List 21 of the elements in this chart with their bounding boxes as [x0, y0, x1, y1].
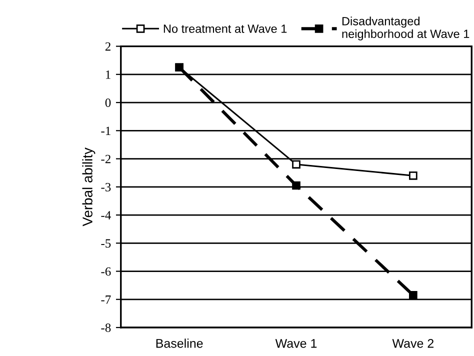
y-tick-label: 2 [105, 42, 110, 51]
y-tick-label: -7 [101, 296, 111, 304]
y-tick-label: -5 [101, 239, 111, 248]
x-tick-label: Wave 1 [275, 339, 317, 348]
y-tick-label: -6 [101, 267, 111, 276]
point [292, 181, 300, 190]
y-tick-label: -1 [101, 126, 110, 135]
y-tick-label: -2 [101, 154, 110, 164]
y-tick-label: -3 [101, 182, 111, 192]
point [292, 160, 300, 169]
y-tick-label: 1 [106, 70, 110, 79]
point [409, 291, 418, 300]
x-tick-label: Wave 2 [392, 338, 434, 348]
x-tick-label: Baseline [156, 338, 203, 348]
point [409, 171, 418, 180]
y-axis-title: Verbal ability [82, 148, 96, 226]
legend-label: Disadvantaged neighborhood at Wave 1 [342, 16, 470, 40]
legend-label: No treatment at Wave 1 [164, 24, 287, 33]
y-tick-label: -8 [101, 324, 111, 332]
y-tick-label: 0 [105, 98, 111, 107]
y-tick-label: -4 [101, 211, 111, 220]
